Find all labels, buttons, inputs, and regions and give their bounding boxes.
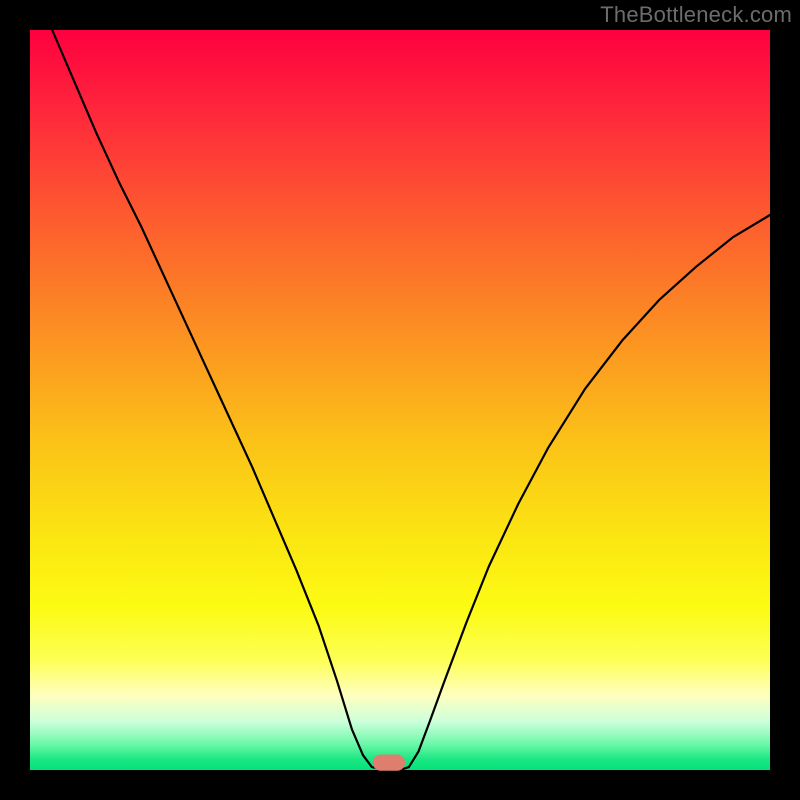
chart-svg — [0, 0, 800, 800]
plot-background — [30, 30, 770, 770]
chart-stage: TheBottleneck.com — [0, 0, 800, 800]
optimal-marker — [373, 754, 406, 770]
